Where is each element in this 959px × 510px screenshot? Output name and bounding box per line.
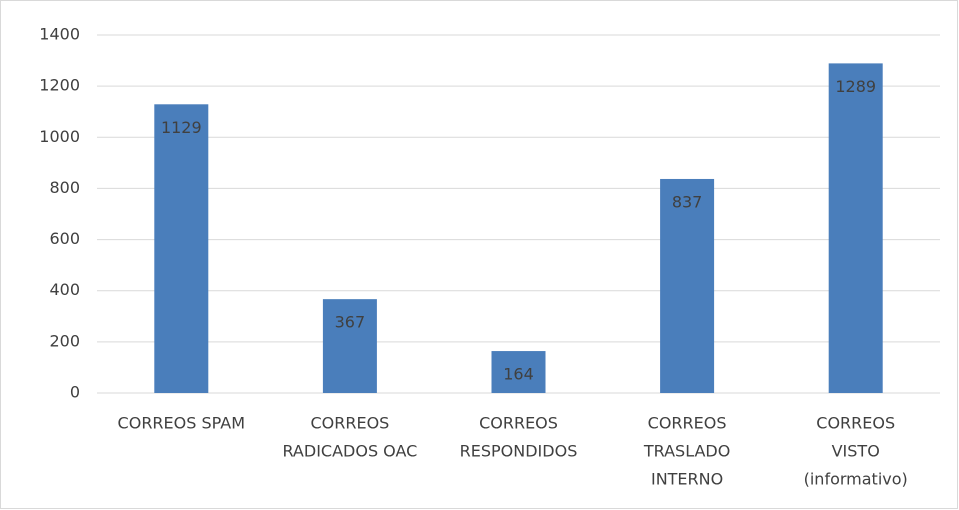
y-tick-label: 600 bbox=[49, 229, 80, 248]
x-tick-label: (informativo) bbox=[804, 470, 908, 489]
x-tick-label: CORREOS bbox=[310, 414, 389, 433]
bar bbox=[660, 178, 715, 393]
bar bbox=[491, 351, 546, 393]
bar bbox=[154, 104, 209, 393]
y-tick-label: 1200 bbox=[39, 76, 80, 95]
y-tick-label: 400 bbox=[49, 280, 80, 299]
data-label: 1129 bbox=[161, 118, 202, 137]
x-tick-label: RADICADOS OAC bbox=[282, 442, 417, 461]
x-tick-label: TRASLADO bbox=[643, 442, 730, 461]
data-label: 1289 bbox=[835, 77, 876, 96]
x-tick-label: CORREOS bbox=[479, 414, 558, 433]
data-label: 367 bbox=[335, 313, 366, 332]
y-tick-label: 800 bbox=[49, 178, 80, 197]
x-tick-label: INTERNO bbox=[651, 470, 723, 489]
bar bbox=[322, 299, 377, 393]
y-tick-label: 200 bbox=[49, 331, 80, 350]
x-tick-label: CORREOS bbox=[816, 414, 895, 433]
data-label: 164 bbox=[503, 365, 534, 384]
y-tick-label: 0 bbox=[70, 383, 80, 402]
x-tick-label: CORREOS bbox=[648, 414, 727, 433]
x-tick-label: CORREOS SPAM bbox=[118, 414, 245, 433]
x-tick-label: VISTO bbox=[832, 442, 880, 461]
y-tick-label: 1000 bbox=[39, 127, 80, 146]
y-tick-label: 1400 bbox=[39, 25, 80, 44]
x-tick-label: RESPONDIDOS bbox=[460, 442, 578, 461]
bar bbox=[828, 63, 883, 394]
data-label: 837 bbox=[672, 192, 703, 211]
